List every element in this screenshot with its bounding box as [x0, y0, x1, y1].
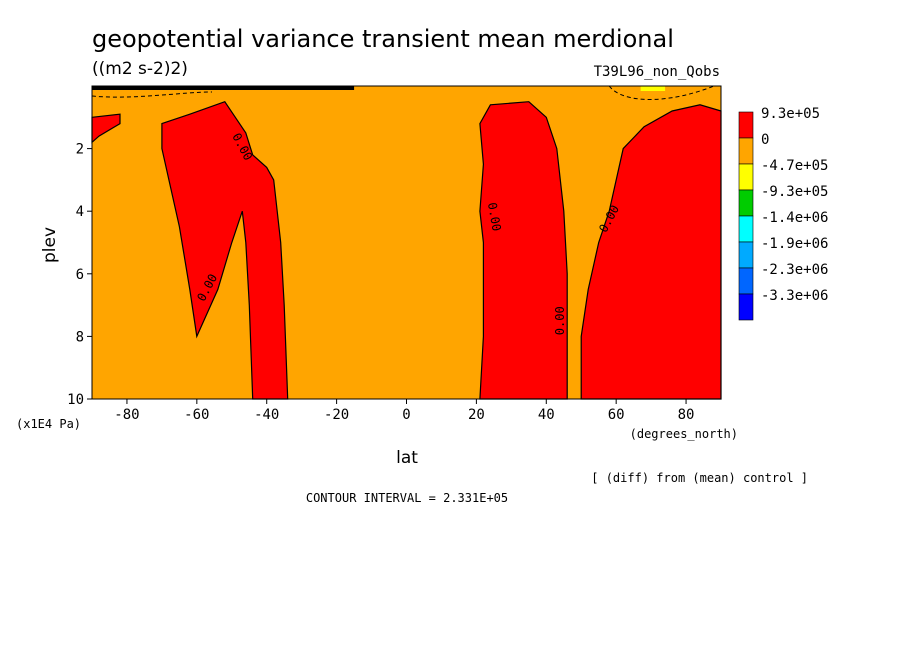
dashed-contour-south: [91, 91, 213, 98]
x-tick-label: 0: [402, 407, 410, 423]
diff-note: [ (diff) from (mean) control ]: [591, 471, 808, 485]
yellow-patch: [640, 86, 666, 91]
contour-label: 0.00: [553, 306, 567, 335]
upper-boundary-band: [91, 85, 715, 100]
legend-label: -4.7e+05: [761, 158, 828, 174]
legend-swatch: [738, 111, 754, 139]
x-tick-label: -40: [254, 407, 279, 423]
run-label: T39L96_non_Qobs: [594, 64, 720, 80]
x-tick-label: -80: [114, 407, 139, 423]
region-subtropical-nh-column: [479, 101, 568, 400]
x-tick-label: -20: [324, 407, 349, 423]
legend-label: -1.9e+06: [761, 236, 828, 252]
x-tick-label: 60: [608, 407, 625, 423]
chart-title: geopotential variance transient mean mer…: [92, 25, 674, 53]
legend-swatch: [738, 189, 754, 217]
legend-swatch: [738, 215, 754, 243]
legend-label: 9.3e+05: [761, 106, 820, 122]
legend-swatch: [738, 293, 754, 321]
x-tick-label: 20: [468, 407, 485, 423]
y-tick-label: 2: [76, 142, 84, 158]
x-axis-ticks: -80 -60 -40 -20 0 20 40 60 80: [114, 399, 694, 423]
y-tick-label: 10: [67, 392, 84, 408]
x-tick-label: 80: [678, 407, 695, 423]
upper-dark-band: [92, 86, 355, 90]
y-tick-label: 6: [76, 267, 84, 283]
contour-interval: CONTOUR INTERVAL = 2.331E+05: [306, 491, 508, 505]
x-axis-units: (degrees_north): [630, 427, 738, 441]
legend-label: -1.4e+06: [761, 210, 828, 226]
region-southern-midlatitude-lobe: [161, 100, 289, 400]
legend-swatch: [738, 267, 754, 295]
legend-label: -2.3e+06: [761, 262, 828, 278]
legend-swatch: [738, 241, 754, 269]
chart-units: ((m2 s-2)2): [92, 59, 188, 79]
x-axis-label: lat: [396, 448, 418, 468]
legend-label: 0: [761, 132, 769, 148]
legend-label: -3.3e+06: [761, 288, 828, 304]
x-tick-label: 40: [538, 407, 555, 423]
y-axis-units: (x1E4 Pa): [16, 417, 81, 431]
y-tick-label: 8: [76, 329, 84, 345]
y-axis-label: plev: [40, 227, 60, 263]
y-axis-ticks: 2 4 6 8 10: [67, 142, 92, 408]
x-tick-label: -60: [184, 407, 209, 423]
legend-swatch: [738, 137, 754, 165]
dashed-contour-north: [608, 85, 715, 100]
plot-area: 0.000.000.000.000.00: [91, 85, 722, 400]
contour-label: 0.00: [485, 201, 504, 232]
y-tick-label: 4: [76, 204, 84, 220]
legend-swatch: [738, 163, 754, 191]
color-legend: 9.3e+05 0 -4.7e+05 -9.3e+05 -1.4e+06 -1.9e+06…: [738, 106, 828, 321]
legend-label: -9.3e+05: [761, 184, 828, 200]
